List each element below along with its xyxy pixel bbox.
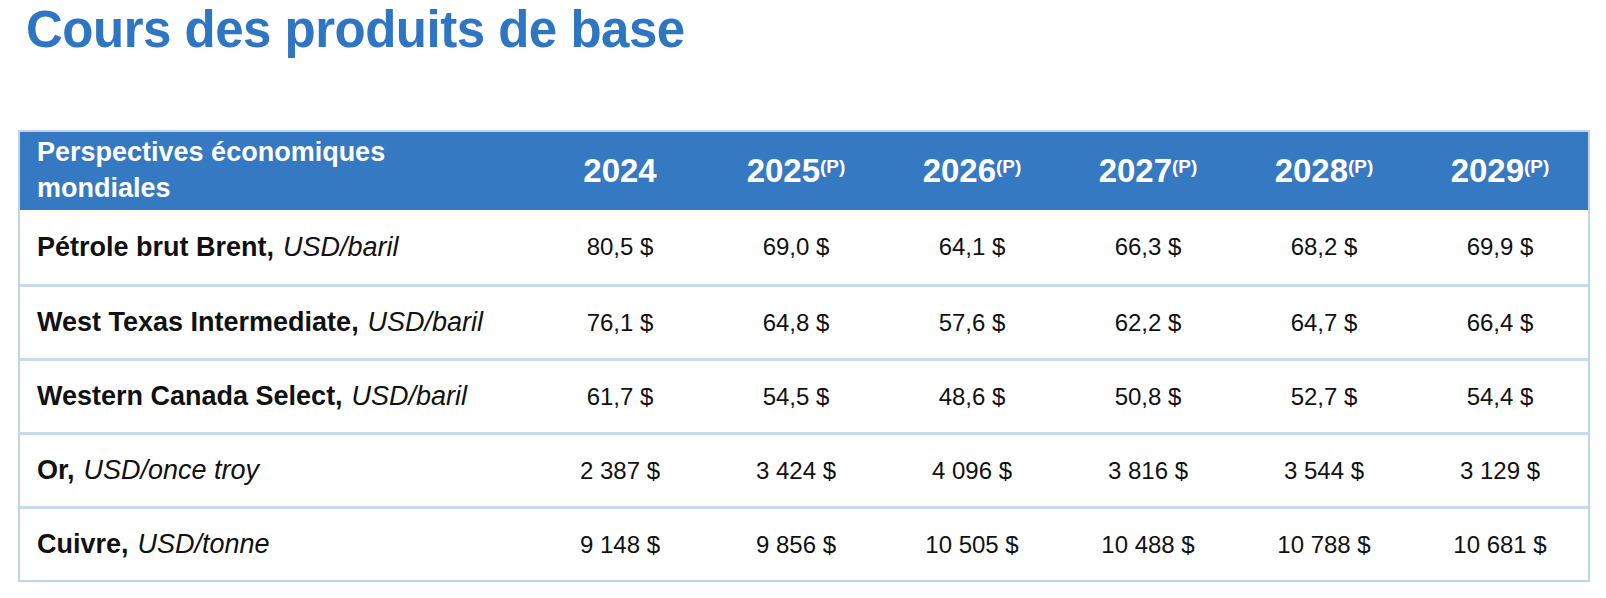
value-cell: 3 129 $	[1412, 432, 1588, 506]
table-row-wti: West Texas Intermediate, USD/baril 76,1 $…	[20, 284, 1588, 358]
header-year-2029: 2029(P)	[1412, 132, 1588, 210]
row-label: Pétrole brut Brent, USD/baril	[20, 210, 532, 284]
value-cell: 68,2 $	[1236, 210, 1412, 284]
commodity-name: Western Canada Select,	[37, 381, 343, 411]
commodity-name: Cuivre,	[37, 529, 129, 559]
header-label: Perspectives économiques mondiales	[20, 132, 532, 210]
value-cell: 9 148 $	[532, 506, 708, 580]
row-label: Or, USD/once troy	[20, 432, 532, 506]
value-cell: 61,7 $	[532, 358, 708, 432]
page: Cours des produits de base Perspectives …	[0, 0, 1606, 598]
commodity-unit: USD/baril	[352, 381, 468, 411]
row-label: Western Canada Select, USD/baril	[20, 358, 532, 432]
value-cell: 64,7 $	[1236, 284, 1412, 358]
value-cell: 64,8 $	[708, 284, 884, 358]
value-cell: 10 788 $	[1236, 506, 1412, 580]
header-year-2026: 2026(P)	[884, 132, 1060, 210]
commodity-name: Or,	[37, 455, 75, 485]
header-year-2024: 2024	[532, 132, 708, 210]
table-row-brent: Pétrole brut Brent, USD/baril 80,5 $ 69,0…	[20, 210, 1588, 284]
projection-superscript: (P)	[1348, 156, 1373, 177]
commodity-unit: USD/baril	[283, 232, 399, 262]
value-cell: 69,0 $	[708, 210, 884, 284]
value-cell: 3 424 $	[708, 432, 884, 506]
table-row-wcs: Western Canada Select, USD/baril 61,7 $ 5…	[20, 358, 1588, 432]
table-header-row: Perspectives économiques mondiales 2024 …	[20, 132, 1588, 210]
value-cell: 50,8 $	[1060, 358, 1236, 432]
value-cell: 3 816 $	[1060, 432, 1236, 506]
year-text: 2029	[1451, 152, 1524, 189]
commodity-name: West Texas Intermediate,	[37, 307, 359, 337]
value-cell: 62,2 $	[1060, 284, 1236, 358]
value-cell: 2 387 $	[532, 432, 708, 506]
commodity-unit: USD/baril	[368, 307, 484, 337]
value-cell: 64,1 $	[884, 210, 1060, 284]
value-cell: 66,3 $	[1060, 210, 1236, 284]
table-row-or: Or, USD/once troy 2 387 $ 3 424 $ 4 096 $…	[20, 432, 1588, 506]
year-text: 2028	[1275, 152, 1348, 189]
year-text: 2026	[923, 152, 996, 189]
projection-superscript: (P)	[996, 156, 1021, 177]
value-cell: 48,6 $	[884, 358, 1060, 432]
value-cell: 57,6 $	[884, 284, 1060, 358]
projection-superscript: (P)	[820, 156, 845, 177]
value-cell: 66,4 $	[1412, 284, 1588, 358]
page-title: Cours des produits de base	[26, 0, 685, 59]
value-cell: 54,4 $	[1412, 358, 1588, 432]
commodity-unit: USD/once troy	[83, 455, 259, 485]
header-year-2027: 2027(P)	[1060, 132, 1236, 210]
row-label: West Texas Intermediate, USD/baril	[20, 284, 532, 358]
commodity-price-table: Perspectives économiques mondiales 2024 …	[18, 130, 1590, 582]
year-text: 2027	[1099, 152, 1172, 189]
value-cell: 76,1 $	[532, 284, 708, 358]
value-cell: 54,5 $	[708, 358, 884, 432]
value-cell: 69,9 $	[1412, 210, 1588, 284]
projection-superscript: (P)	[1172, 156, 1197, 177]
value-cell: 52,7 $	[1236, 358, 1412, 432]
year-text: 2025	[747, 152, 820, 189]
value-cell: 10 681 $	[1412, 506, 1588, 580]
header-year-2025: 2025(P)	[708, 132, 884, 210]
commodity-name: Pétrole brut Brent,	[37, 232, 274, 262]
commodity-unit: USD/tonne	[137, 529, 269, 559]
value-cell: 10 505 $	[884, 506, 1060, 580]
value-cell: 9 856 $	[708, 506, 884, 580]
value-cell: 3 544 $	[1236, 432, 1412, 506]
year-text: 2024	[583, 152, 656, 189]
row-label: Cuivre, USD/tonne	[20, 506, 532, 580]
header-year-2028: 2028(P)	[1236, 132, 1412, 210]
projection-superscript: (P)	[1524, 156, 1549, 177]
value-cell: 80,5 $	[532, 210, 708, 284]
value-cell: 10 488 $	[1060, 506, 1236, 580]
table-row-cuivre: Cuivre, USD/tonne 9 148 $ 9 856 $ 10 505 …	[20, 506, 1588, 580]
value-cell: 4 096 $	[884, 432, 1060, 506]
